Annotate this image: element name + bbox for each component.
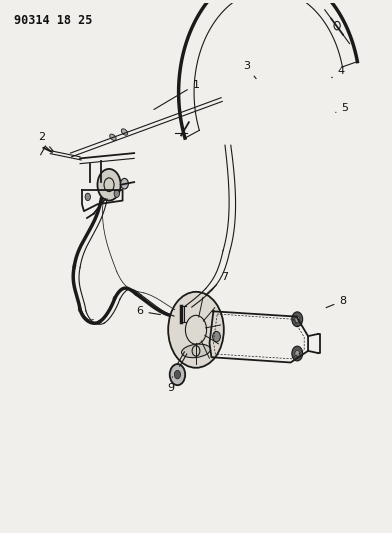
Circle shape xyxy=(292,346,303,361)
Text: 90314 18 25: 90314 18 25 xyxy=(15,14,93,27)
Text: 8: 8 xyxy=(326,296,347,308)
Circle shape xyxy=(292,312,303,327)
Text: 3: 3 xyxy=(243,61,256,79)
Text: 6: 6 xyxy=(136,306,160,316)
Text: 5: 5 xyxy=(336,103,348,114)
Circle shape xyxy=(98,169,121,200)
Circle shape xyxy=(85,193,91,200)
Ellipse shape xyxy=(181,344,211,358)
Circle shape xyxy=(212,332,220,342)
Circle shape xyxy=(170,364,185,385)
Text: 1: 1 xyxy=(154,79,200,109)
Text: 2: 2 xyxy=(38,132,53,151)
Text: 4: 4 xyxy=(332,66,345,78)
Circle shape xyxy=(168,292,224,368)
Text: 7: 7 xyxy=(206,272,229,295)
Circle shape xyxy=(295,350,299,357)
Circle shape xyxy=(174,370,181,379)
Ellipse shape xyxy=(121,129,128,135)
Circle shape xyxy=(295,316,299,322)
Circle shape xyxy=(121,179,128,189)
Text: 9: 9 xyxy=(167,377,174,393)
Circle shape xyxy=(114,190,120,197)
Ellipse shape xyxy=(110,134,116,141)
